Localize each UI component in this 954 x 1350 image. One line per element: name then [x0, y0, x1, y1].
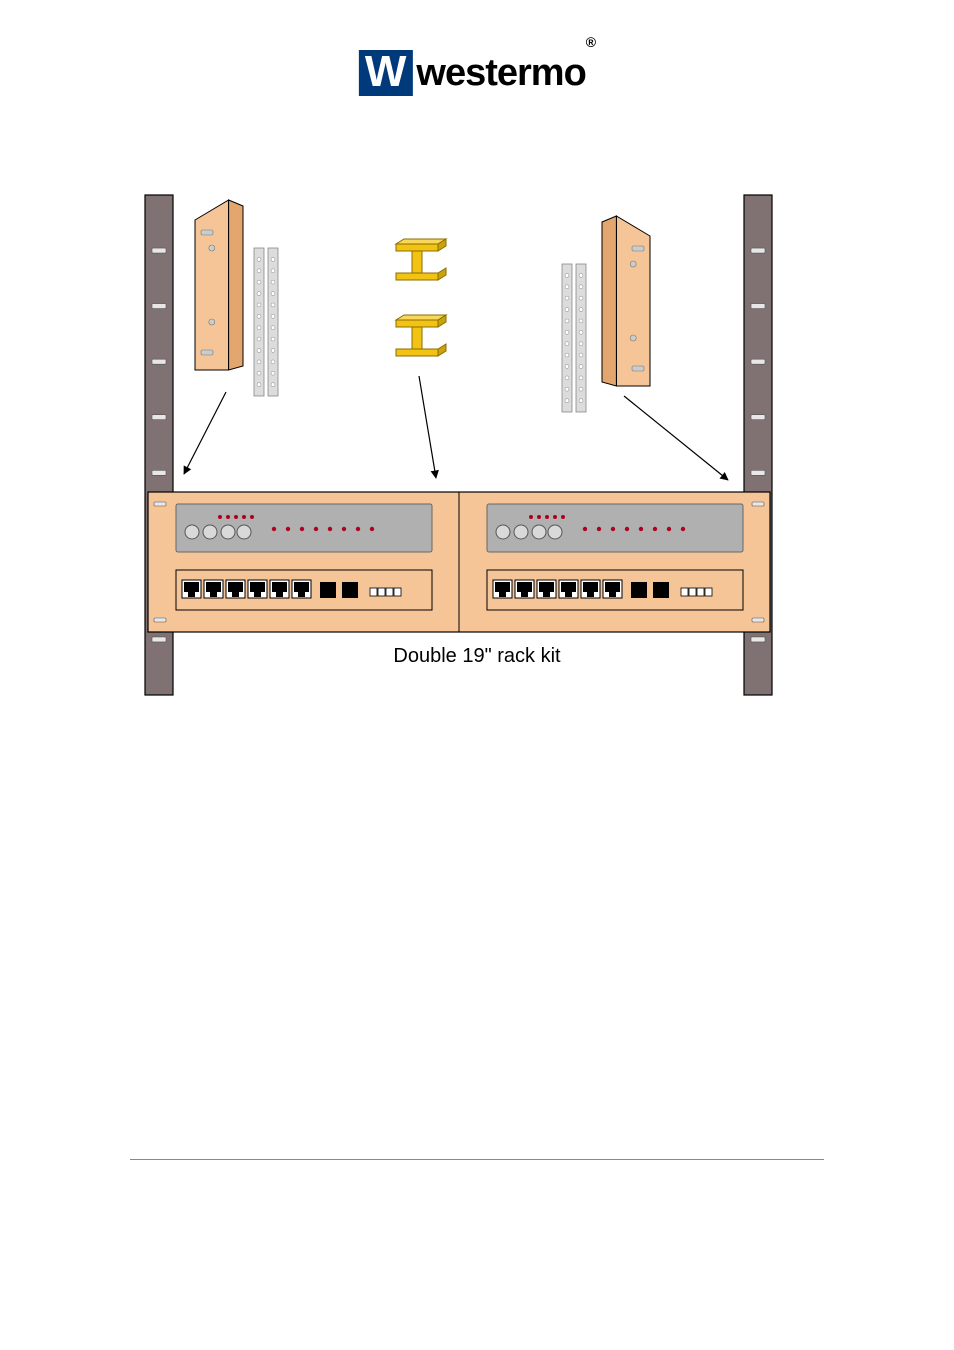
brand-logo: W westermo®	[359, 50, 595, 96]
rack-kit-diagram	[0, 180, 954, 700]
logo-badge: W	[359, 50, 413, 96]
diagram-caption: Double 19" rack kit	[0, 645, 954, 668]
footer-rule	[130, 1159, 824, 1160]
logo-text: westermo®	[416, 52, 595, 95]
